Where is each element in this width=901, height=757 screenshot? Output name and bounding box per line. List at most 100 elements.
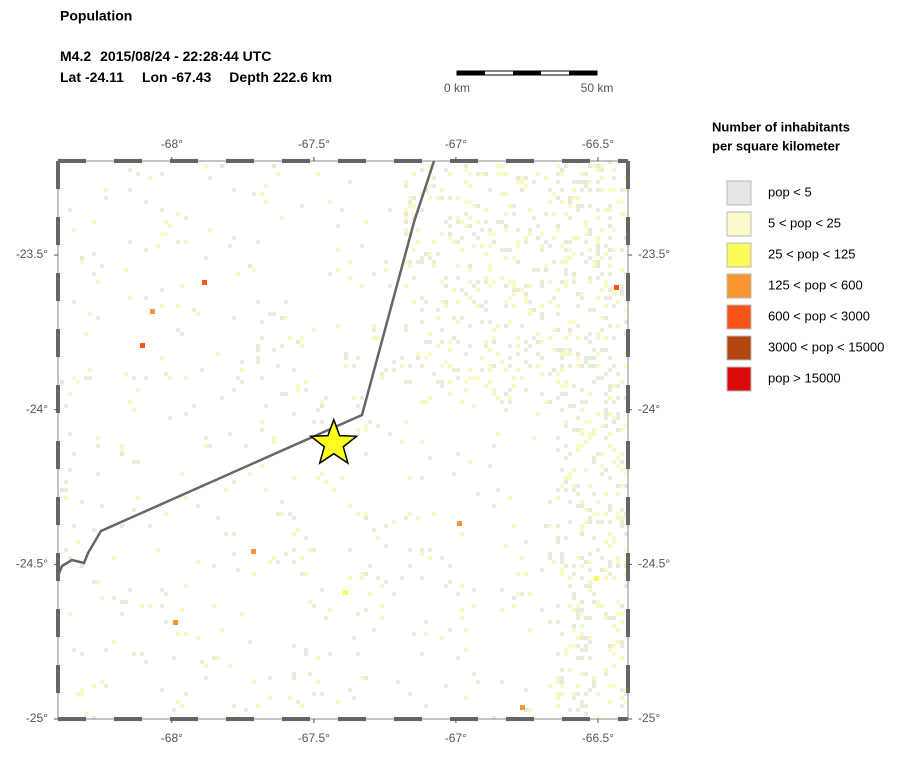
pop-cell [128, 400, 132, 404]
pop-cell [424, 188, 428, 192]
pop-cell [540, 284, 544, 288]
pop-cell [604, 540, 608, 544]
pop-cell [388, 432, 392, 436]
pop-cell [356, 512, 360, 516]
pop-cell [424, 356, 428, 360]
pop-cell [612, 536, 616, 540]
pop-cell [516, 244, 520, 248]
pop-cell [448, 224, 452, 228]
pop-cell [576, 356, 580, 360]
pop-cell [520, 376, 524, 380]
pop-cell [512, 304, 516, 308]
pop-cell [604, 372, 608, 376]
pop-cell [168, 376, 172, 380]
pop-cell [524, 176, 528, 180]
pop-cell [628, 208, 632, 212]
scale-end: 50 km [581, 81, 614, 95]
pop-cell [364, 572, 368, 576]
pop-cell [596, 188, 600, 192]
pop-cell [272, 164, 276, 168]
pop-cell [80, 256, 84, 260]
pop-cell [592, 432, 596, 436]
pop-cell [476, 376, 480, 380]
pop-cell [328, 272, 332, 276]
pop-cell [364, 676, 368, 680]
legend-swatch [726, 180, 752, 206]
pop-cell [428, 556, 432, 560]
pop-cell [584, 220, 588, 224]
pop-cell [260, 336, 264, 340]
pop-cell [580, 400, 584, 404]
pop-cell [604, 348, 608, 352]
pop-cell [600, 472, 604, 476]
pop-cell [540, 340, 544, 344]
pop-cell [428, 164, 432, 168]
pop-cell [600, 164, 604, 168]
pop-cell [128, 588, 132, 592]
pop-cell [556, 196, 560, 200]
pop-cell [420, 260, 424, 264]
pop-cell [308, 672, 312, 676]
pop-cell [252, 268, 256, 272]
pop-cell [560, 168, 564, 172]
pop-cell [344, 356, 348, 360]
pop-cell [260, 192, 264, 196]
pop-cell [484, 344, 488, 348]
pop-cell [392, 368, 396, 372]
pop-cell [616, 464, 620, 468]
pop-cell [508, 496, 512, 500]
pop-cell [72, 452, 76, 456]
pop-cell [68, 208, 72, 212]
pop-cell [264, 200, 268, 204]
pop-cell [592, 364, 596, 368]
pop-cell [580, 608, 584, 612]
pop-cell [576, 504, 580, 508]
pop-cell [180, 284, 184, 288]
pop-cell [600, 176, 604, 180]
pop-cell [572, 252, 576, 256]
pop-cell [552, 296, 556, 300]
pop-cell [284, 392, 288, 396]
pop-cell [616, 512, 620, 516]
event-line: M4.2 2015/08/24 - 22:28:44 UTC [60, 48, 271, 64]
pop-cell [424, 620, 428, 624]
pop-cell [96, 316, 100, 320]
pop-cell [460, 248, 464, 252]
pop-cell [576, 204, 580, 208]
pop-cell [343, 590, 348, 595]
pop-cell [580, 180, 584, 184]
pop-cell [508, 204, 512, 208]
pop-cell [576, 208, 580, 212]
pop-cell [72, 228, 76, 232]
pop-cell [456, 276, 460, 280]
pop-cell [580, 704, 584, 708]
pop-cell [508, 280, 512, 284]
pop-cell [148, 176, 152, 180]
pop-cell [556, 676, 560, 680]
pop-cell [88, 312, 92, 316]
pop-cell [520, 324, 524, 328]
pop-cell [512, 596, 516, 600]
pop-cell [540, 372, 544, 376]
pop-cell [604, 304, 608, 308]
pop-cell [572, 564, 576, 568]
pop-cell [404, 180, 408, 184]
pop-cell [568, 404, 572, 408]
pop-cell [448, 340, 452, 344]
pop-cell [328, 200, 332, 204]
pop-cell [472, 588, 476, 592]
pop-cell [404, 228, 408, 232]
lat-tick-label: -23.5° [638, 247, 670, 261]
pop-cell [288, 696, 292, 700]
pop-cell [584, 584, 588, 588]
pop-cell [204, 444, 208, 448]
pop-cell [580, 500, 584, 504]
pop-cell [232, 532, 236, 536]
pop-cell [596, 180, 600, 184]
pop-cell [572, 428, 576, 432]
pop-cell [232, 188, 236, 192]
pop-cell [596, 512, 600, 516]
pop-cell [112, 596, 116, 600]
pop-cell [176, 212, 180, 216]
pop-cell [580, 632, 584, 636]
